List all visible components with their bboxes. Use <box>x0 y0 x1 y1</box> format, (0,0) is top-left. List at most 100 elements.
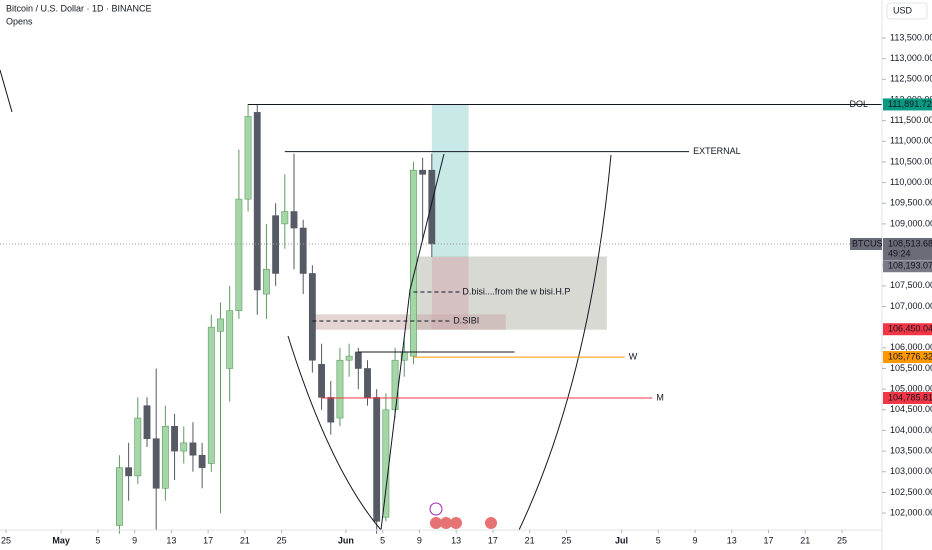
candle-body <box>281 211 289 225</box>
y-tick-label: 103,500.00 <box>890 445 932 455</box>
trend-line <box>0 69 13 113</box>
candle-body <box>391 359 399 411</box>
x-tick-label: May <box>52 535 70 545</box>
level-label: M <box>656 392 664 402</box>
price-tag <box>883 237 932 260</box>
price-tag <box>883 98 932 111</box>
event-icon[interactable] <box>429 502 443 516</box>
y-tick-label: 109,500.00 <box>890 198 932 208</box>
x-tick-label: 5 <box>95 535 100 545</box>
candle-body <box>198 454 206 468</box>
x-tick-label: 5 <box>380 535 385 545</box>
drawings-back <box>311 104 607 330</box>
price-tag-text: 105,776.32 <box>888 351 932 361</box>
candle-body <box>382 409 390 518</box>
level-label: DOL <box>849 99 868 109</box>
x-tick-label: 17 <box>764 535 774 545</box>
y-tick-label: 113,500.00 <box>890 32 932 42</box>
curve <box>518 154 612 531</box>
event-icon[interactable] <box>430 517 442 529</box>
candle-body <box>189 442 197 456</box>
y-tick-label: 104,000.00 <box>890 425 932 435</box>
candle-body <box>272 215 280 274</box>
y-tick-label: 105,000.00 <box>890 384 932 394</box>
symbol-tag <box>850 237 882 250</box>
price-tag <box>883 323 932 336</box>
x-tick-label: Jul <box>615 535 628 545</box>
candle-body <box>125 467 133 477</box>
currency-button[interactable] <box>886 2 928 20</box>
x-tick-label: 21 <box>525 535 535 545</box>
candle-body <box>217 318 224 332</box>
level-label: W <box>629 351 638 361</box>
candle-body <box>327 397 335 423</box>
candle-body <box>116 467 123 526</box>
price-tag <box>883 391 932 404</box>
candle-body <box>373 397 381 522</box>
x-tick-label: 5 <box>656 535 661 545</box>
x-tick-label: 9 <box>132 535 137 545</box>
candle-body <box>290 211 298 229</box>
candle-body <box>336 359 344 419</box>
candle-body <box>152 438 160 489</box>
zone-label: D.SIBI <box>453 315 479 325</box>
candle-body <box>180 442 188 452</box>
y-tick-label: 103,000.00 <box>890 466 932 476</box>
price-tag-text: 111,891.72 <box>888 99 932 109</box>
x-tick-label: 9 <box>693 535 698 545</box>
x-tick-label: Jun <box>338 535 354 545</box>
x-tick-label: 17 <box>488 535 498 545</box>
countdown: 49:24 <box>888 248 911 258</box>
candle-body <box>419 169 427 175</box>
curve <box>287 335 382 531</box>
price-tag-text: 106,450.04 <box>888 324 932 334</box>
y-tick-label: 111,000.00 <box>890 136 932 146</box>
candle-body <box>364 368 371 398</box>
price-tag-text: 104,785.81 <box>888 392 932 402</box>
y-tick-label: 104,500.00 <box>890 404 932 414</box>
y-tick-label: 113,000.00 <box>890 53 932 63</box>
x-tick-label: 25 <box>561 535 571 545</box>
x-tick-label: 21 <box>240 535 250 545</box>
x-tick-label: 13 <box>451 535 461 545</box>
x-tick-label: 13 <box>166 535 176 545</box>
candles <box>116 104 436 534</box>
candle-body <box>235 198 243 311</box>
y-tick-label: 109,000.00 <box>890 218 932 228</box>
y-tick-label: 107,500.00 <box>890 280 932 290</box>
axes: 113,500.00113,000.00112,500.00112,000.00… <box>1 32 932 545</box>
x-tick-label: 17 <box>203 535 213 545</box>
candle-body <box>161 426 169 489</box>
x-tick-label: 25 <box>837 535 847 545</box>
event-icon[interactable] <box>450 517 462 529</box>
y-tick-label: 110,500.00 <box>890 156 932 166</box>
candle-body <box>299 227 307 274</box>
y-tick-label: 111,500.00 <box>890 115 932 125</box>
y-tick-label: 107,000.00 <box>890 301 932 311</box>
candle-body <box>308 273 316 361</box>
y-tick-label: 112,500.00 <box>890 74 932 84</box>
candle-body <box>410 169 417 357</box>
event-icon[interactable] <box>485 517 497 529</box>
price-tag-text: 108,513.68 <box>888 238 932 248</box>
level-label: EXTERNAL <box>693 146 741 156</box>
candle-body <box>253 112 261 291</box>
candle-body <box>318 364 325 398</box>
x-tick-label: 21 <box>800 535 810 545</box>
candle-body <box>263 269 270 295</box>
candle-body <box>143 405 151 440</box>
candle-body <box>226 310 234 369</box>
candle-body <box>354 351 362 369</box>
chart-title: Bitcoin / U.S. Dollar · 1D · BINANCE <box>6 3 152 13</box>
event-icon[interactable] <box>440 517 452 529</box>
y-tick-label: 110,000.00 <box>890 177 932 187</box>
price-tag <box>883 351 932 364</box>
x-tick-label: 13 <box>727 535 737 545</box>
candle-body <box>134 417 142 477</box>
path-line <box>380 153 445 531</box>
symbol-tag-text: BTCUSD <box>852 238 890 248</box>
indicator-name: Opens <box>6 16 33 26</box>
position-target-zone <box>431 104 469 258</box>
currency[interactable]: USD <box>893 5 913 15</box>
price-tag <box>883 260 932 273</box>
